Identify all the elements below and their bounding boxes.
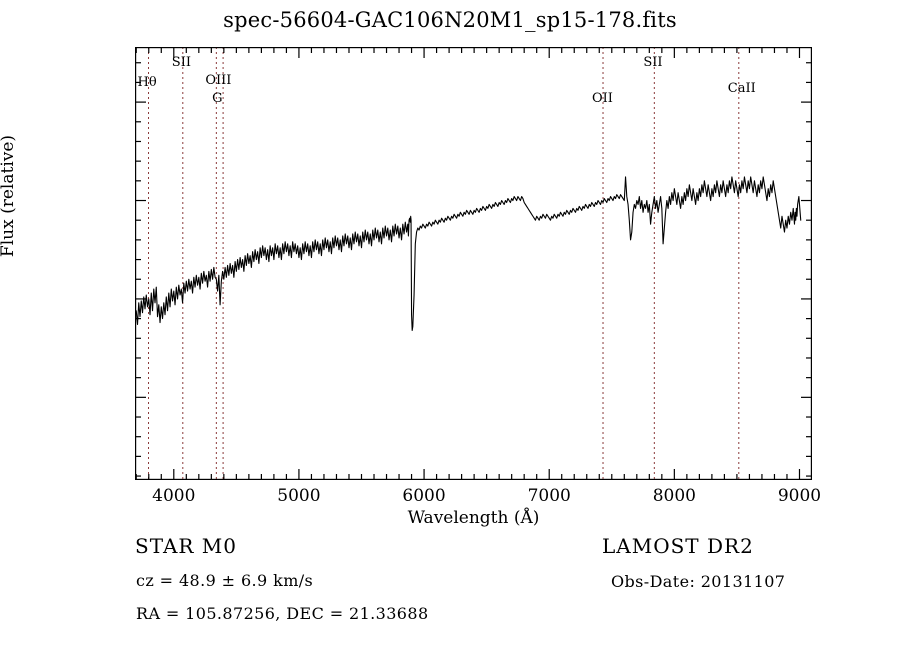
line-label-sii: SII	[643, 55, 663, 70]
line-marker-group	[148, 47, 740, 480]
spectrum-plot-svg	[135, 47, 812, 480]
line-label-g: G	[212, 91, 223, 106]
redshift-value: cz = 48.9 ± 6.9 km/s	[136, 571, 314, 590]
x-tick-label: 9000	[777, 486, 822, 506]
x-tick-label: 4000	[152, 486, 196, 506]
axis-frame	[135, 47, 812, 480]
line-label-h: Hθ	[137, 75, 157, 90]
spectrum-trace	[135, 176, 802, 331]
plot-area	[135, 47, 812, 480]
plot-frame	[135, 47, 812, 480]
x-tick-label: 5000	[277, 486, 321, 506]
line-label-caii: CaII	[727, 81, 756, 96]
line-label-oiii: OIII	[205, 73, 232, 88]
page-title: spec-56604-GAC106N20M1_sp15-178.fits	[223, 8, 677, 32]
object-class: STAR M0	[135, 534, 238, 558]
x-axis-label: Wavelength (Å)	[407, 508, 540, 528]
x-tick-label: 8000	[652, 486, 696, 506]
line-label-sii: SII	[171, 55, 191, 70]
x-tick-label: 6000	[402, 486, 446, 506]
y-axis-label: Flux (relative)	[0, 134, 18, 258]
coordinates-value: RA = 105.87256, DEC = 21.33688	[136, 604, 429, 623]
x-tick-label: 7000	[527, 486, 571, 506]
survey-name: LAMOST DR2	[602, 534, 754, 558]
obs-date: Obs-Date: 20131107	[611, 572, 786, 591]
line-label-oii: OII	[592, 91, 613, 106]
